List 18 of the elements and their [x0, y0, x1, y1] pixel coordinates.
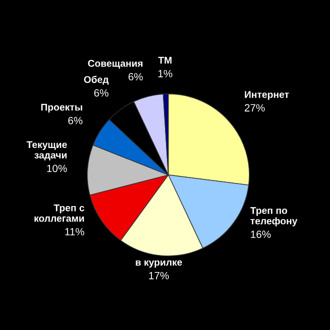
slice-label: в курилке	[136, 260, 182, 268]
data-label: 27%	[244, 104, 265, 112]
slice-label: Совещания	[88, 60, 142, 69]
data-label: 6%	[68, 116, 82, 124]
data-label: 16%	[251, 230, 271, 238]
data-label: 6%	[128, 73, 143, 80]
data-label: 17%	[149, 272, 169, 280]
slice-label: Треп по телефону	[250, 207, 298, 226]
data-label: 6%	[94, 89, 108, 97]
slice-label: Интернет	[244, 91, 289, 100]
data-label: 11%	[65, 228, 84, 236]
slice-label: Обед	[84, 76, 109, 85]
slice-label: ТМ	[158, 56, 172, 64]
slice-label: Проекты	[41, 104, 82, 113]
data-label: 10%	[47, 164, 67, 172]
slice-label: Треп с коллегами	[34, 204, 84, 222]
slice-label: Текущие задачи	[26, 141, 67, 160]
data-label: 1%	[158, 70, 172, 78]
